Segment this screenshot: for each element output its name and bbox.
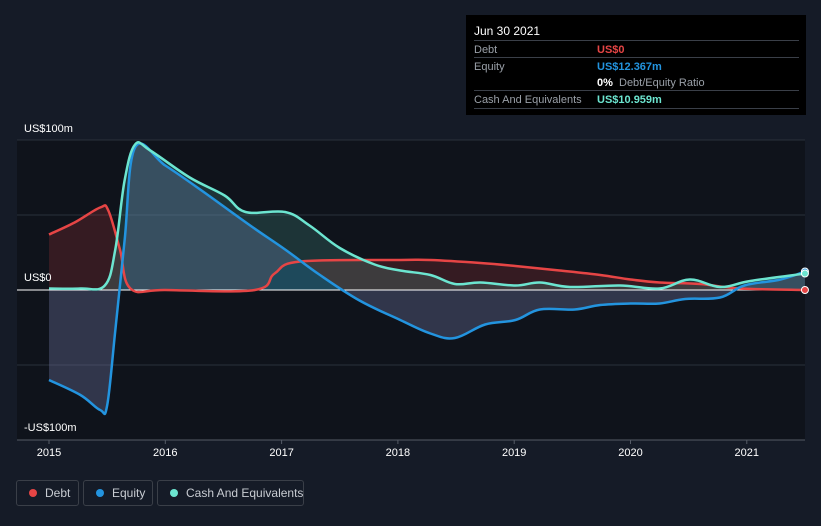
x-tick-label: 2018 — [385, 447, 411, 459]
x-tick-label: 2017 — [269, 447, 294, 459]
debt-line — [48, 204, 805, 294]
x-tick-label: 2021 — [734, 447, 760, 459]
legend-cash[interactable]: Cash And Equivalents — [157, 480, 304, 506]
legend-equity[interactable]: Equity — [83, 480, 153, 506]
tooltip-ratio-label: Debt/Equity Ratio — [619, 77, 705, 89]
debt-dot-icon — [29, 489, 37, 497]
y-tick-label: US$100m — [24, 123, 73, 135]
legend-label: Equity — [112, 486, 146, 500]
cash-area — [49, 142, 805, 290]
tooltip-ratio-value: 0% — [597, 77, 613, 89]
equity-dot-icon — [96, 489, 104, 497]
x-tick-label: 2015 — [36, 447, 62, 459]
tooltip-debt-label: Debt — [474, 44, 498, 56]
y-tick-label: US$0 — [24, 272, 52, 284]
legend-label: Cash And Equivalents — [186, 486, 304, 500]
tooltip-equity-label: Equity — [474, 61, 505, 73]
debt-end-point — [800, 286, 809, 294]
tooltip-cash-value: US$10.959m — [597, 94, 662, 106]
cash-dot-icon — [170, 489, 178, 497]
cash-line — [48, 141, 806, 291]
x-tick-label: 2016 — [153, 447, 178, 459]
tooltip-equity-value: US$12.367m — [597, 61, 662, 73]
tooltip-date: Jun 30 2021 — [474, 24, 541, 38]
equity-area — [49, 143, 805, 414]
y-tick-label: -US$100m — [24, 422, 77, 434]
tooltip-debt-value: US$0 — [597, 44, 625, 56]
debt-equity-area — [49, 143, 805, 414]
cash-end-point — [800, 269, 809, 278]
equity-line — [48, 142, 806, 416]
tooltip-cash-label: Cash And Equivalents — [474, 94, 582, 106]
x-tick-label: 2020 — [618, 447, 643, 459]
legend-debt[interactable]: Debt — [16, 480, 79, 506]
tooltip: Jun 30 2021 Debt US$0 Equity US$12.367m 0%… — [466, 15, 806, 115]
x-tick-label: 2019 — [501, 447, 527, 459]
legend-label: Debt — [45, 486, 71, 500]
